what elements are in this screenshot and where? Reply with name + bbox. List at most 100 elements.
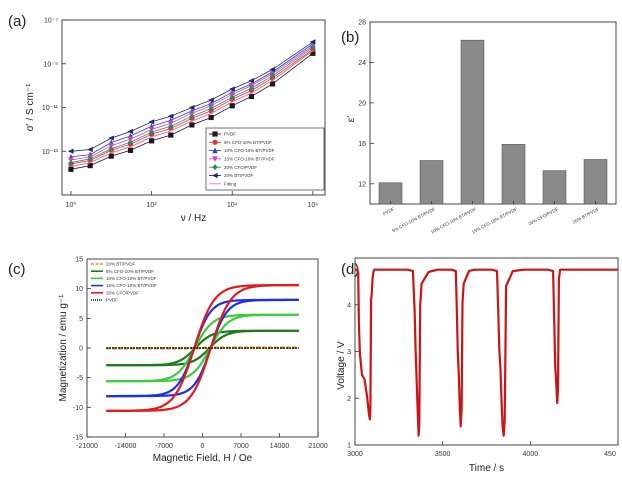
data-point	[229, 93, 235, 101]
series-line	[70, 50, 314, 168]
y-tick-label: 10	[75, 286, 83, 293]
y-tick-label: 10⁻⁷	[44, 18, 58, 25]
x-tick-label: 21000	[308, 443, 328, 450]
x-tick-label: -14000	[115, 443, 137, 450]
x-tick-label: 10²	[147, 202, 158, 209]
data-point	[189, 122, 195, 128]
y-tick-label: 5	[79, 316, 83, 323]
x-tick-label: -21000	[76, 443, 98, 450]
legend-box	[205, 127, 325, 191]
data-point	[248, 77, 255, 84]
data-point	[87, 146, 93, 153]
legend-label: Fitting	[224, 181, 237, 186]
data-point	[269, 66, 276, 73]
data-point	[127, 128, 134, 135]
data-point	[148, 138, 155, 144]
legend-swatch-marker	[212, 156, 218, 162]
legend-label: 15% CFO-10% BT/PVDF	[224, 157, 275, 162]
y-tick-label: -15	[73, 435, 83, 442]
data-point	[148, 129, 155, 136]
legend-label: 10% CFO-10% BT/PVDF	[224, 148, 275, 153]
category-label: PVDF	[382, 206, 395, 216]
y-tick-label: 28	[358, 20, 366, 27]
legend-label: 20% BT/PVDF	[224, 173, 254, 178]
series-line	[70, 52, 314, 170]
x-tick-label: 7000	[233, 443, 249, 450]
data-point	[310, 50, 316, 56]
y-tick-label: 15	[75, 257, 83, 264]
loop-branch-descending	[106, 329, 299, 367]
legend-label: PVDF	[224, 132, 236, 137]
x-tick-label: 3000	[347, 451, 363, 458]
data-point	[87, 163, 93, 169]
plot-frame	[369, 21, 617, 205]
y-tick-label: 20	[358, 100, 366, 107]
x-tick-label: -7000	[155, 443, 173, 450]
legend-label: 20% BT/PVDF	[106, 262, 136, 267]
legend-label: 5% CFO-10% BT/PVDF	[224, 140, 272, 145]
legend-label: 20% CFO/PVDF	[224, 165, 257, 170]
bar	[501, 144, 526, 205]
series-line	[70, 43, 314, 158]
legend-swatch-marker	[211, 172, 218, 179]
series-line	[70, 49, 314, 165]
y-axis-title: Voltage / V	[336, 341, 347, 390]
loop-branch-descending	[106, 284, 299, 412]
bar	[378, 182, 403, 205]
data-point	[309, 39, 316, 45]
y-tick-label: 3	[347, 349, 351, 356]
panel-d-voltage-chart: (d) 3000 3500 4000 450 1 2 3 4 Time / s Voltage / …	[336, 257, 619, 474]
x-tick-label: 3500	[435, 451, 451, 458]
panel-label-b: (b)	[341, 29, 359, 46]
x-tick-label: 10⁴	[227, 202, 238, 209]
loop-branch-descending	[106, 313, 299, 383]
y-tick-label: -5	[77, 375, 83, 382]
bar	[583, 159, 608, 205]
data-point	[248, 85, 255, 92]
data-point	[248, 93, 255, 100]
x-axis-title: ν / Hz	[181, 213, 207, 224]
data-point	[188, 104, 195, 111]
x-tick-label: 10⁰	[66, 201, 77, 209]
voltage-trace	[355, 268, 618, 437]
data-point	[269, 81, 276, 87]
legend-swatch-marker	[212, 131, 218, 137]
panel-label-d: (d)	[341, 261, 359, 278]
data-point	[108, 145, 114, 152]
legend-label: PVDF	[106, 298, 118, 303]
bar	[542, 170, 567, 205]
series-line	[70, 47, 314, 164]
legend-swatch-marker	[212, 139, 218, 145]
data-point	[208, 105, 214, 112]
x-tick-label: 450	[604, 451, 616, 458]
legend-label: 15% CFO-10% BT/PVDF	[106, 283, 157, 288]
y-tick-label: -10	[73, 405, 83, 412]
bar	[460, 39, 485, 205]
x-axis-title: Time / s	[469, 463, 504, 474]
data-point	[310, 44, 316, 51]
x-tick-label: 4000	[523, 451, 539, 458]
panel-label-c: (c)	[8, 261, 26, 278]
legend-label: 20% CFO/PVDF	[106, 290, 139, 295]
y-tick-label: 2	[347, 396, 351, 403]
data-point	[208, 97, 214, 103]
data-point	[108, 135, 114, 141]
data-point	[127, 139, 134, 146]
y-tick-label: 1	[347, 443, 351, 450]
series-line	[70, 45, 314, 161]
y-tick-label: 10⁻¹³	[42, 149, 59, 156]
y-tick-label: 16	[358, 141, 366, 148]
legend-label: 10% CFO-10% BT/PVDF	[106, 276, 157, 281]
data-point	[67, 148, 74, 154]
data-point	[229, 103, 235, 109]
x-tick-label: 10⁶	[308, 202, 319, 209]
y-tick-label: 10⁻¹¹	[42, 105, 59, 112]
data-point	[87, 155, 93, 162]
legend-label: 5% CFO-10% BT/PVDF	[106, 269, 154, 274]
y-tick-label: 12	[358, 181, 366, 188]
y-tick-label: 10⁻⁹	[44, 61, 58, 68]
data-point	[229, 86, 235, 92]
bar	[419, 160, 444, 205]
y-axis-title: ε'	[346, 116, 357, 122]
